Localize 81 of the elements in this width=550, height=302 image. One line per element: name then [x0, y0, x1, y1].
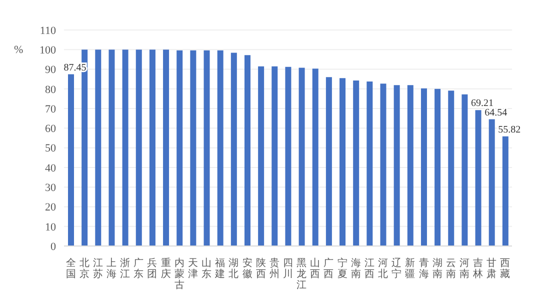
y-tick-label: 40 — [45, 162, 56, 174]
bar — [272, 66, 278, 246]
x-tick-label: 福建 — [214, 257, 226, 280]
x-tick-label: 黑龙江 — [296, 258, 307, 291]
bar — [136, 50, 142, 246]
x-tick-label: 湖南 — [432, 257, 442, 280]
bar — [462, 94, 468, 246]
y-tick-label: 20 — [45, 202, 56, 214]
bar — [407, 85, 414, 246]
bar — [326, 77, 332, 246]
x-tick-label: 贵州 — [269, 257, 280, 280]
x-tick-label: 广东 — [134, 257, 144, 280]
x-tick-label: 重庆 — [160, 257, 171, 280]
bar — [108, 50, 115, 246]
data-label: 64.54 — [484, 107, 508, 118]
bar — [163, 50, 170, 246]
x-tick-label: 山西 — [310, 257, 320, 280]
bar — [258, 66, 264, 246]
bar — [312, 68, 318, 246]
bar — [380, 84, 386, 246]
x-tick-label: 四川 — [283, 258, 293, 280]
y-tick-label: 90 — [45, 64, 56, 76]
x-tick-label: 陕西 — [256, 257, 266, 280]
x-tick-label: 宁夏 — [337, 257, 348, 280]
bar — [434, 88, 441, 246]
y-tick-label: 50 — [45, 142, 56, 155]
x-tick-label: 海南 — [350, 257, 361, 280]
x-tick-label: 江苏 — [92, 257, 103, 280]
x-tick-label: 甘肃 — [486, 257, 497, 280]
x-tick-label: 湖北 — [228, 257, 239, 280]
x-tick-label: 上海 — [106, 257, 117, 280]
bar — [298, 68, 305, 246]
bar — [95, 50, 102, 246]
bar — [217, 50, 224, 246]
bar — [68, 74, 74, 246]
x-tick-label: 西藏 — [500, 258, 510, 280]
x-tick-label: 吉林 — [472, 257, 484, 280]
x-tick-label: 浙江 — [120, 257, 130, 280]
x-tick-label: 广西 — [324, 257, 334, 280]
y-tick-label: 30 — [45, 182, 56, 194]
y-tick-label: 70 — [45, 103, 56, 116]
bar — [190, 50, 196, 246]
bar — [176, 50, 183, 246]
bar — [340, 78, 346, 246]
x-tick-label: 北京 — [79, 257, 90, 280]
bar — [502, 136, 508, 246]
bar — [230, 52, 237, 246]
x-tick-label: 河北 — [378, 257, 388, 280]
x-tick-label: 辽宁 — [392, 257, 402, 280]
x-tick-label: 河南 — [459, 257, 470, 280]
x-tick-label: 青海 — [418, 257, 429, 280]
x-tick-label: 安徽 — [242, 257, 252, 280]
bar — [149, 50, 156, 246]
data-label: 69.21 — [471, 98, 494, 110]
y-tick-label: 110 — [40, 24, 56, 37]
x-tick-label: 云南 — [446, 258, 456, 280]
bar — [244, 55, 250, 246]
x-tick-label: 山东 — [202, 257, 212, 280]
y-tick-label: 0 — [50, 240, 56, 253]
y-tick-label: 100 — [40, 44, 56, 57]
y-tick-label: 60 — [45, 123, 56, 136]
bar — [420, 88, 427, 246]
data-label: 55.82 — [498, 124, 521, 136]
y-tick-label: 80 — [45, 84, 56, 96]
x-tick-label: 内蒙古 — [174, 257, 184, 291]
x-tick-label: 兵团 — [147, 257, 158, 280]
x-tick-label: 全国 — [66, 257, 76, 280]
bar — [122, 50, 128, 246]
bar — [285, 66, 292, 246]
y-axis-title: % — [14, 44, 24, 56]
bar — [488, 119, 495, 246]
x-tick-label: 新疆 — [405, 257, 416, 280]
x-tick-label: 天津 — [188, 258, 198, 280]
y-tick-label: 10 — [45, 221, 56, 234]
bar — [366, 81, 373, 246]
bar — [475, 110, 482, 246]
bar — [448, 90, 454, 246]
bar — [353, 80, 360, 246]
bar — [204, 50, 210, 246]
bar — [394, 85, 400, 246]
x-tick-label: 江西 — [364, 257, 374, 280]
